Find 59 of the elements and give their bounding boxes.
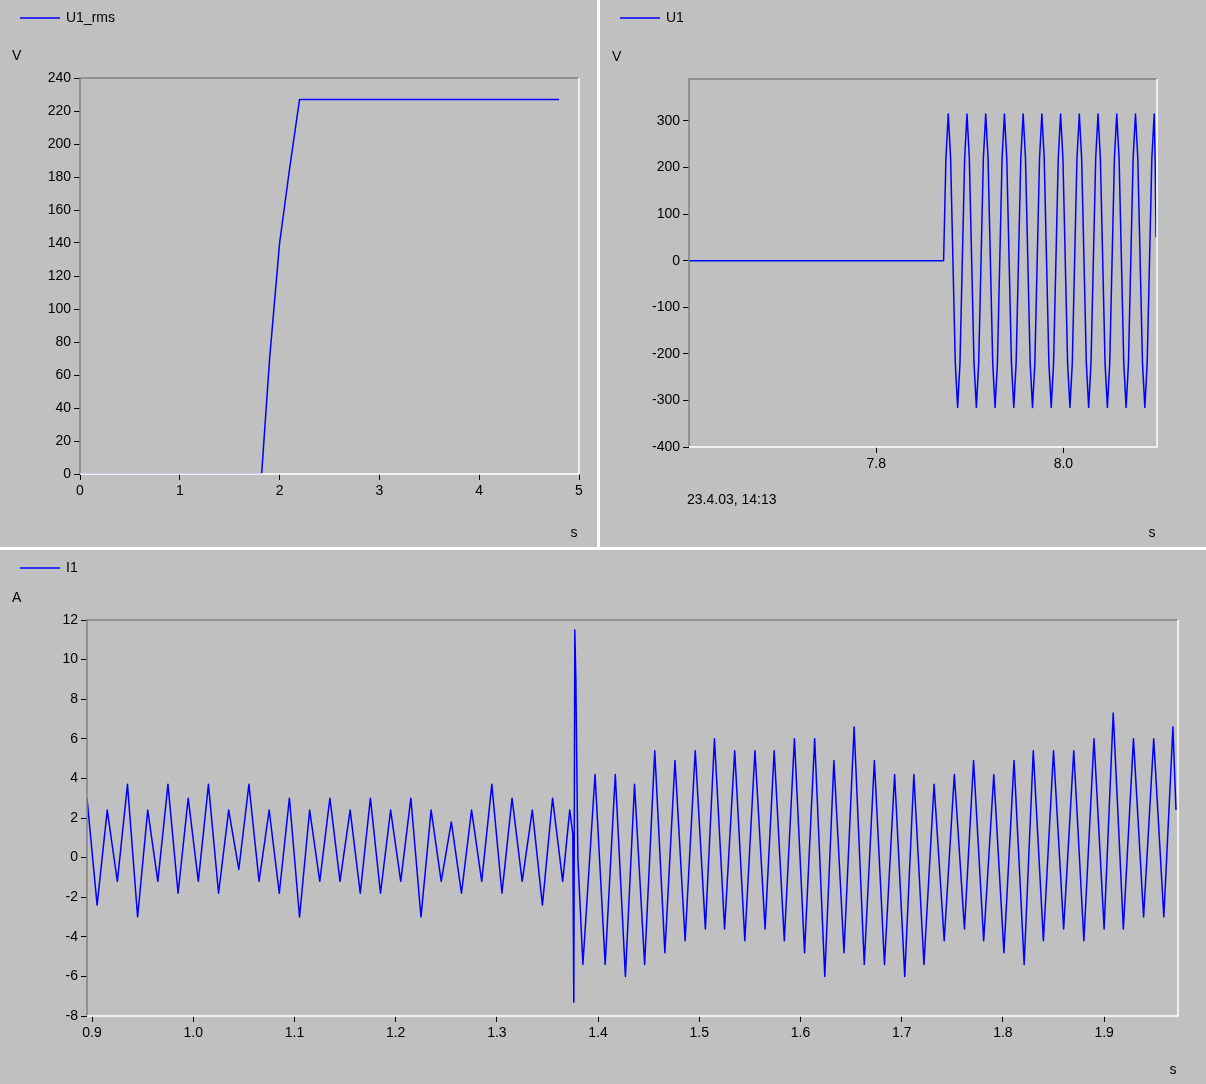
y-tick-label: 220 — [47, 101, 72, 118]
y-tick-label: 300 — [656, 111, 681, 128]
x-axis-title: s — [1169, 1060, 1177, 1077]
y-tick-label: 12 — [62, 610, 79, 627]
y-tick-label: 140 — [47, 233, 72, 250]
legend-label: U1_rms — [66, 8, 116, 25]
x-tick-label: 4 — [475, 482, 484, 499]
x-axis-title: s — [570, 523, 578, 540]
legend-label: U1 — [666, 8, 685, 25]
y-tick-label: 6 — [70, 729, 79, 746]
y-tick-label: -4 — [65, 927, 79, 944]
x-axis-title: s — [1148, 523, 1156, 540]
y-axis-title: V — [612, 47, 622, 64]
x-tick-label: 1.4 — [588, 1024, 609, 1041]
y-tick-label: 160 — [47, 200, 72, 217]
y-tick-label: 80 — [55, 332, 72, 349]
y-tick-label: 200 — [47, 134, 72, 151]
y-axis-title: V — [12, 46, 22, 63]
y-tick-label: 4 — [70, 769, 79, 786]
y-tick-label: 120 — [47, 266, 72, 283]
text: 23.4.03, 14:13 — [687, 490, 777, 507]
y-tick-label: -2 — [65, 888, 79, 905]
x-tick-label: 1.3 — [487, 1024, 507, 1041]
y-tick-label: 20 — [55, 431, 72, 448]
x-tick-label: 2 — [275, 482, 284, 499]
x-tick-label: 5 — [575, 482, 584, 499]
x-tick-label: 1.9 — [1094, 1024, 1115, 1041]
x-tick-label: 1.1 — [284, 1024, 305, 1041]
y-tick-label: 2 — [70, 808, 79, 825]
x-tick-label: 1.0 — [183, 1024, 204, 1041]
x-tick-label: 1 — [175, 482, 184, 499]
x-tick-label: 1.7 — [891, 1024, 912, 1041]
y-tick-label: 180 — [47, 167, 72, 184]
y-tick-label: -8 — [65, 1006, 79, 1023]
y-tick-label: 200 — [656, 158, 681, 175]
y-tick-label: 10 — [62, 650, 79, 667]
y-tick-label: 0 — [672, 251, 681, 268]
y-tick-label: 40 — [55, 398, 72, 415]
x-tick-label: 1.2 — [385, 1024, 406, 1041]
y-axis-title: A — [12, 588, 22, 605]
y-tick-label: 100 — [656, 204, 681, 221]
x-tick-label: 8.0 — [1053, 455, 1074, 472]
y-tick-label: 0 — [70, 848, 79, 865]
x-tick-label: 7.8 — [866, 455, 887, 472]
y-tick-label: -400 — [651, 437, 681, 454]
x-tick-label: 0.9 — [82, 1024, 102, 1041]
y-tick-label: 60 — [55, 365, 72, 382]
x-tick-label: 1.5 — [689, 1024, 710, 1041]
x-tick-label: 3 — [375, 482, 384, 499]
y-tick-label: -200 — [651, 344, 681, 361]
y-tick-label: 100 — [47, 299, 72, 316]
legend-label: I1 — [66, 558, 78, 575]
x-tick-label: 1.8 — [993, 1024, 1013, 1041]
y-tick-label: -6 — [65, 967, 79, 984]
y-tick-label: 240 — [47, 68, 72, 85]
y-tick-label: -300 — [651, 391, 681, 408]
y-tick-label: 8 — [70, 690, 79, 707]
x-tick-label: 1.6 — [790, 1024, 811, 1041]
y-tick-label: -100 — [651, 298, 681, 315]
